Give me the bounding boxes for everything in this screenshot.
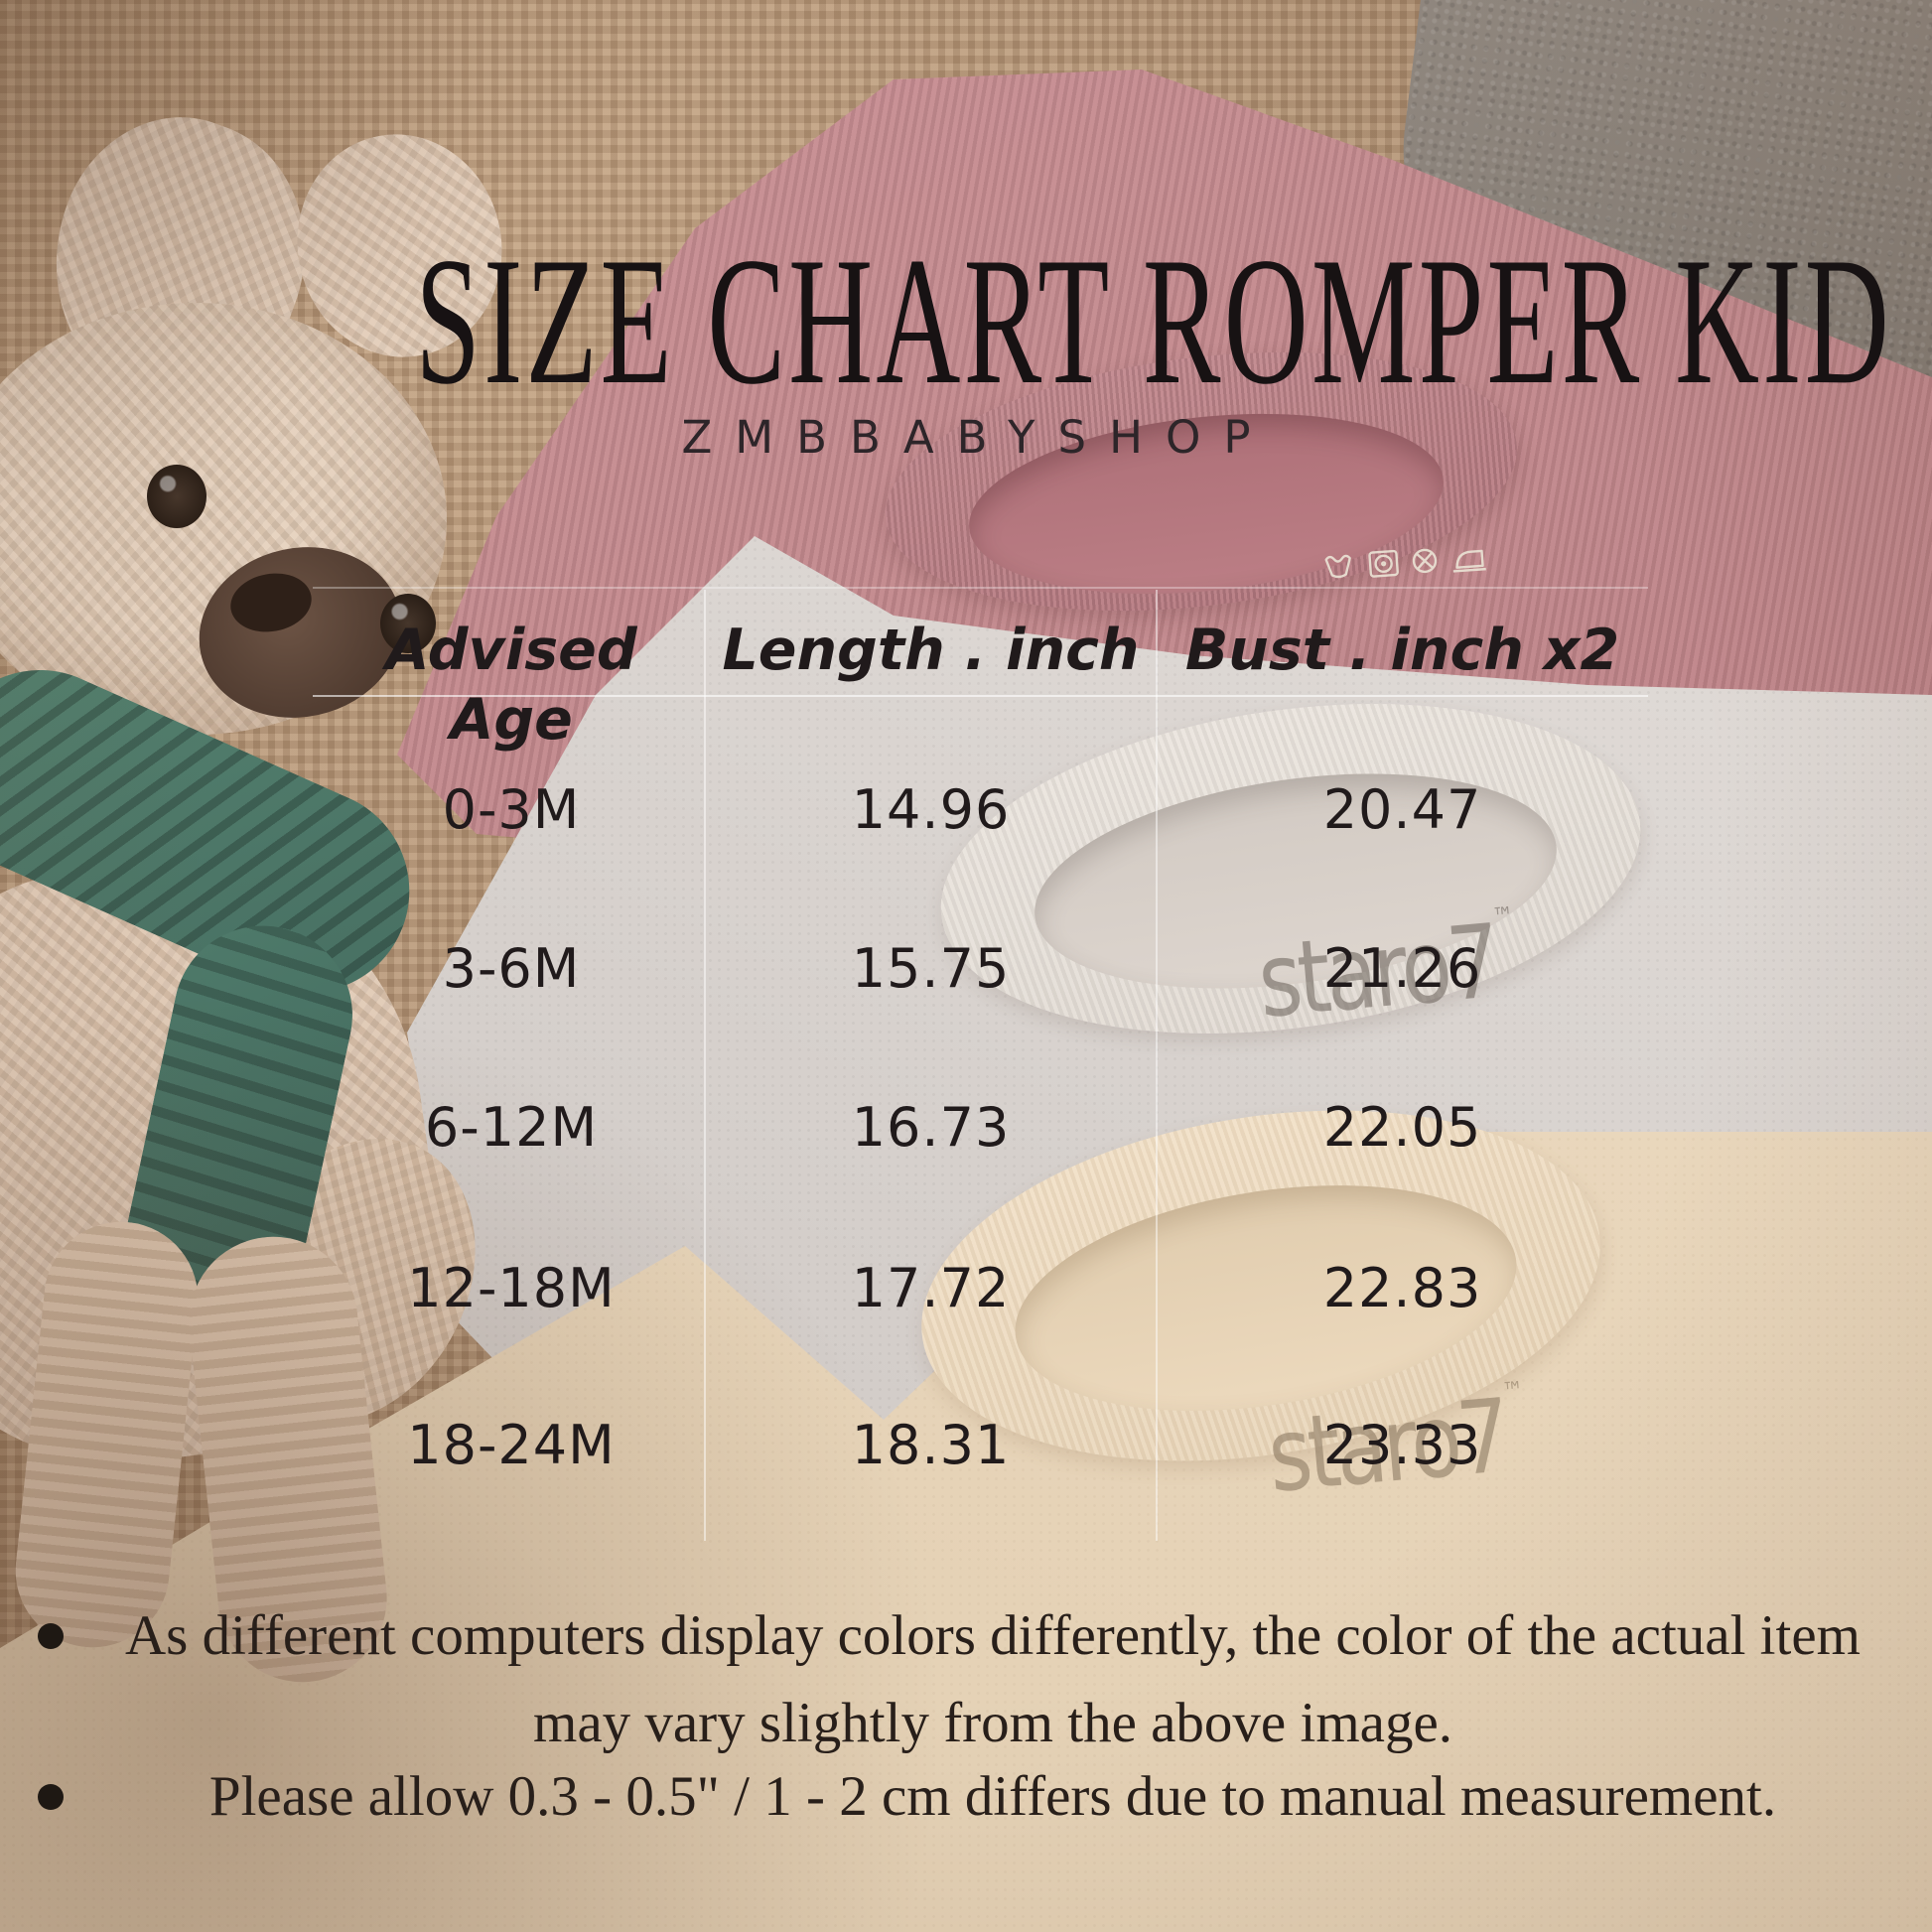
note-text: Please allow 0.3 - 0.5" / 1 - 2 cm diffe… [208,1765,1777,1828]
care-label-icons [1324,548,1486,579]
note-text: As different computers display colors di… [125,1604,1861,1754]
wash-icon [1324,554,1351,579]
bear-eye [147,465,207,528]
note-measurement-disclaimer: Please allow 0.3 - 0.5" / 1 - 2 cm diffe… [38,1753,1896,1841]
table-row-18-24m: 18-24M 18.31 23.33 [318,1418,1648,1473]
page-title-text: SIZE CHART ROMPER KID [415,219,1892,422]
table-cell-length: 18.31 [851,1414,1011,1476]
table-cell-bust: 21.26 [1322,937,1482,1000]
table-cell-length: 14.96 [851,778,1011,841]
table-column-divider [704,590,706,1541]
table-cell-length: 16.73 [851,1096,1011,1159]
bear-eye [380,594,436,653]
table-cell-age: 12-18M [407,1257,616,1319]
bullet-icon [38,1623,64,1649]
table-cell-length: 17.72 [851,1257,1011,1319]
table-header-rule [313,695,1648,697]
table-row-12-18m: 12-18M 17.72 22.83 [318,1261,1648,1316]
table-cell-bust: 22.83 [1322,1257,1482,1319]
table-cell-age: 3-6M [442,937,581,1000]
bullet-icon [38,1784,64,1810]
table-cell-age: 6-12M [424,1096,599,1159]
table-cell-bust: 22.05 [1322,1096,1482,1159]
table-cell-age: 0-3M [442,778,581,841]
table-cell-bust: 20.47 [1322,778,1482,841]
table-row-0-3m: 0-3M 14.96 20.47 [318,782,1648,838]
table-top-rule [313,587,1648,589]
table-cell-age: 18-24M [407,1414,616,1476]
table-row-3-6m: 3-6M 15.75 21.26 [318,941,1648,997]
column-header-advised-age: Advised Age [385,618,637,753]
tumble-dry-icon [1368,549,1399,578]
page-title: SIZE CHART ROMPER KID [0,219,1932,422]
column-header-bust-inch-x2: Bust . inch x2 [1184,618,1620,683]
column-header-length-inch: Length . inch [722,618,1140,683]
table-column-divider [1156,590,1158,1541]
no-bleach-icon [1412,548,1438,574]
iron-icon [1452,549,1486,573]
note-color-disclaimer: As different computers display colors di… [38,1592,1896,1767]
shop-name: ZMBBABYSHOP [681,411,1274,464]
table-row-6-12m: 6-12M 16.73 22.05 [318,1100,1648,1156]
size-table: Advised Age Length . inch Bust . inch x2… [318,616,1648,1549]
table-cell-length: 15.75 [851,937,1011,1000]
table-header-row: Advised Age Length . inch Bust . inch x2 [318,616,1648,753]
table-cell-bust: 23.33 [1322,1414,1482,1476]
